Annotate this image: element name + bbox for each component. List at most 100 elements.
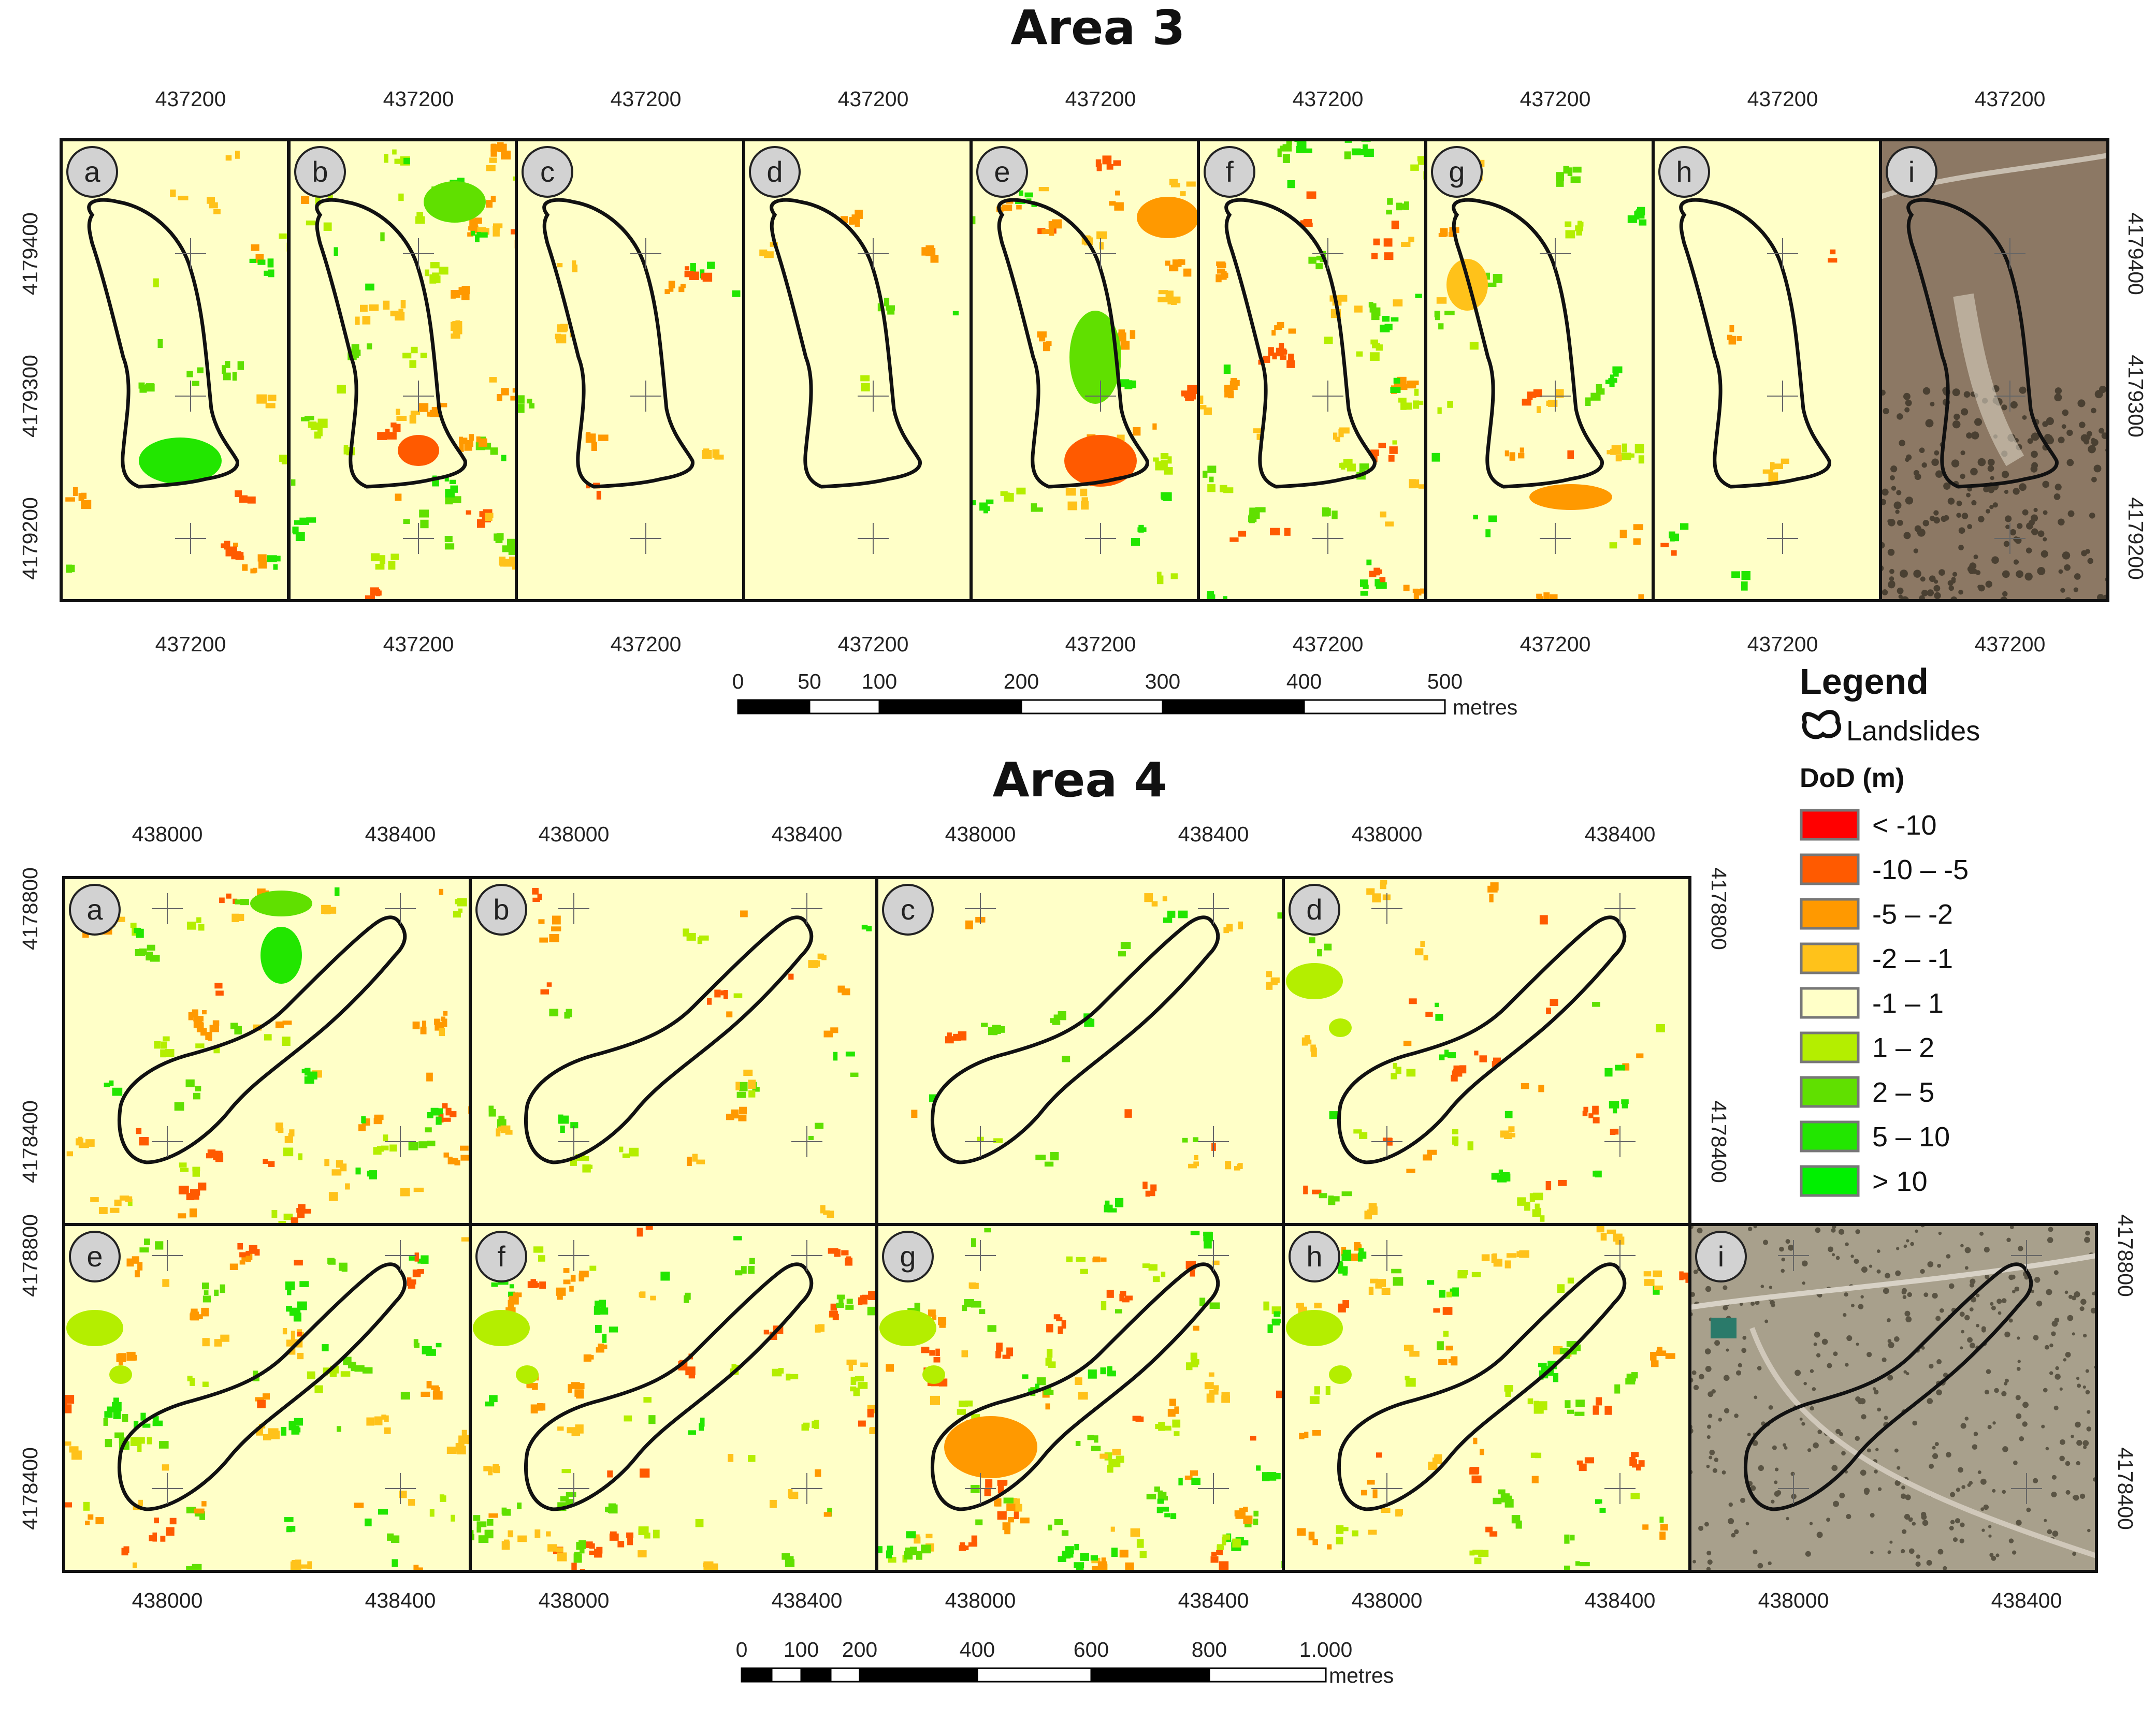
area3-panel-f: f xyxy=(1197,138,1427,602)
area4-easting-top-0-0: 438000 xyxy=(132,822,203,846)
area4-easting-top-2-1: 438400 xyxy=(1178,822,1249,846)
crosshair-438000-4178400 xyxy=(558,1126,589,1157)
area3-erosion-top xyxy=(1137,197,1199,238)
area4-scale-1000: 1.000 xyxy=(1299,1638,1353,1661)
landslide-outline xyxy=(524,1262,814,1511)
area4-field-patch xyxy=(879,1310,936,1346)
area4-field-patch-2 xyxy=(1329,1018,1352,1037)
area4-northing-left-0: 4178800 xyxy=(18,867,42,950)
area4-panel-badge-d-letter: d xyxy=(1306,893,1322,926)
area3-panel-c: c xyxy=(515,138,745,602)
crosshair-4179300 xyxy=(1994,381,2025,412)
area4-panel-f: f xyxy=(469,1223,878,1573)
area4-dod-changes-b xyxy=(488,887,877,1218)
area3-gain-blob xyxy=(1069,311,1121,404)
crosshair-438000-4178400 xyxy=(965,1473,996,1504)
landslide-outline xyxy=(315,198,467,489)
area3-panel-g: g xyxy=(1424,138,1655,602)
legend-item-label: 1 – 2 xyxy=(1872,1032,1934,1063)
area3-easting-bottom-1: 437200 xyxy=(383,632,454,656)
area3-deposit-blob xyxy=(139,438,222,484)
area4-field-patch-2 xyxy=(922,1365,945,1384)
area3-northing-left-1: 4179300 xyxy=(18,355,42,438)
area4-scale-unit: metres xyxy=(1329,1664,1394,1687)
crosshair-438400-4178800 xyxy=(1198,893,1229,924)
landslide-outline-icon xyxy=(1802,710,1842,739)
area4-orthophoto xyxy=(1690,1224,2096,1571)
area3-scale-segment-1 xyxy=(808,699,880,715)
crosshair-438000-4178800 xyxy=(558,1240,589,1271)
area3-panel-badge-g: g xyxy=(1431,146,1483,198)
area4-northing-right-1: 4178400 xyxy=(1707,1100,1731,1183)
area4-field-patch-2 xyxy=(1329,1365,1352,1384)
area4-scale-bar: 0 100 200 400 600 800 1.000 metres xyxy=(736,1638,1394,1687)
crosshair-438400-4178400 xyxy=(1604,1473,1636,1504)
area3-dod-background xyxy=(1198,140,1426,601)
crosshair-4179300 xyxy=(1767,381,1798,412)
area4-panel-g: g xyxy=(875,1223,1285,1573)
area4-easting-bottom-1-0: 438000 xyxy=(539,1588,610,1612)
area3-erosion-blob xyxy=(1064,435,1137,487)
legend-item: 5 – 10 xyxy=(1800,1120,1950,1153)
area3-panel-badge-f-letter: f xyxy=(1225,155,1234,188)
area3-panel-badge-i: i xyxy=(1886,146,1937,198)
area4-scale-segment-3 xyxy=(830,1667,861,1683)
crosshair-438400-4178400 xyxy=(1198,1473,1229,1504)
area3-scale-0: 0 xyxy=(732,669,744,693)
crosshair-438400-4178400 xyxy=(1198,1126,1229,1157)
crosshair-438400-4178400 xyxy=(385,1473,416,1504)
legend-item: -1 – 1 xyxy=(1800,987,1944,1019)
area3-northing-right-2: 4179200 xyxy=(2124,497,2148,580)
crosshair-4179400 xyxy=(1994,238,2025,269)
area4-dod-background xyxy=(877,878,1283,1224)
area3-panel-i: i xyxy=(1879,138,2109,602)
legend-swatch xyxy=(1800,853,1860,885)
legend-swatch xyxy=(1800,942,1860,974)
landslide-outline xyxy=(1906,198,2059,489)
area3-scale-segment-4 xyxy=(1162,699,1305,715)
legend-swatch xyxy=(1800,1165,1860,1197)
legend-swatch xyxy=(1800,809,1860,841)
legend: Legend Landslides DoD (m) < -10 -10 – -5 -… xyxy=(1800,661,1980,1197)
area4-panel-badge-b: b xyxy=(475,884,527,936)
area4-toe-erosion xyxy=(944,1416,1037,1478)
area3-scale-bar: 0 50 100 200 300 400 500 metres xyxy=(732,669,1518,719)
crosshair-438000-4178800 xyxy=(965,1240,996,1271)
area4-scale-100: 100 xyxy=(784,1638,819,1661)
area3-panel-badge-e: e xyxy=(976,146,1028,198)
legend-swatch xyxy=(1800,1076,1860,1108)
area4-field-patch xyxy=(66,1310,123,1346)
area3-panel-h: h xyxy=(1652,138,1882,602)
area4-easting-bottom-0-0: 438000 xyxy=(132,1588,203,1612)
area4-dod-background xyxy=(1283,1224,1690,1571)
area4-dod-background xyxy=(470,878,877,1224)
legend-item: -5 – -2 xyxy=(1800,898,1953,930)
legend-item-label: 2 – 5 xyxy=(1872,1077,1934,1108)
legend-swatch xyxy=(1800,1031,1860,1063)
area4-dod-background xyxy=(1283,878,1690,1224)
area4-gain-blob xyxy=(250,891,312,916)
area3-easting-top-8: 437200 xyxy=(1975,87,2046,111)
area3-panel-badge-a: a xyxy=(66,146,118,198)
area4-easting-bottom-4-0: 438000 xyxy=(1758,1588,1829,1612)
crosshair-438000-4178400 xyxy=(1778,1473,1809,1504)
landslide-outline xyxy=(542,198,694,489)
area3-easting-bottom-7: 437200 xyxy=(1747,632,1818,656)
crosshair-4179200 xyxy=(858,523,889,554)
area3-panel-badge-e-letter: e xyxy=(994,155,1010,188)
area3-scale-400: 400 xyxy=(1286,669,1322,693)
area4-scale-segment-7 xyxy=(1208,1667,1327,1683)
area4-dod-changes-f xyxy=(470,1224,877,1571)
area4-scale-600: 600 xyxy=(1074,1638,1109,1661)
area4-scale-segment-0 xyxy=(741,1667,773,1683)
area4-panel-badge-f: f xyxy=(475,1231,527,1282)
area4-panel-badge-g-letter: g xyxy=(900,1240,916,1273)
area4-field-patch xyxy=(1286,1310,1343,1346)
area3-panel-badge-h: h xyxy=(1658,146,1710,198)
area3-easting-top-1: 437200 xyxy=(383,87,454,111)
legend-swatch xyxy=(1800,987,1860,1019)
area3-panel-badge-i-letter: i xyxy=(1908,155,1915,188)
area4-panel-badge-i: i xyxy=(1695,1231,1747,1282)
legend-landslides-label: Landslides xyxy=(1846,716,1980,747)
legend-swatch xyxy=(1800,898,1860,930)
